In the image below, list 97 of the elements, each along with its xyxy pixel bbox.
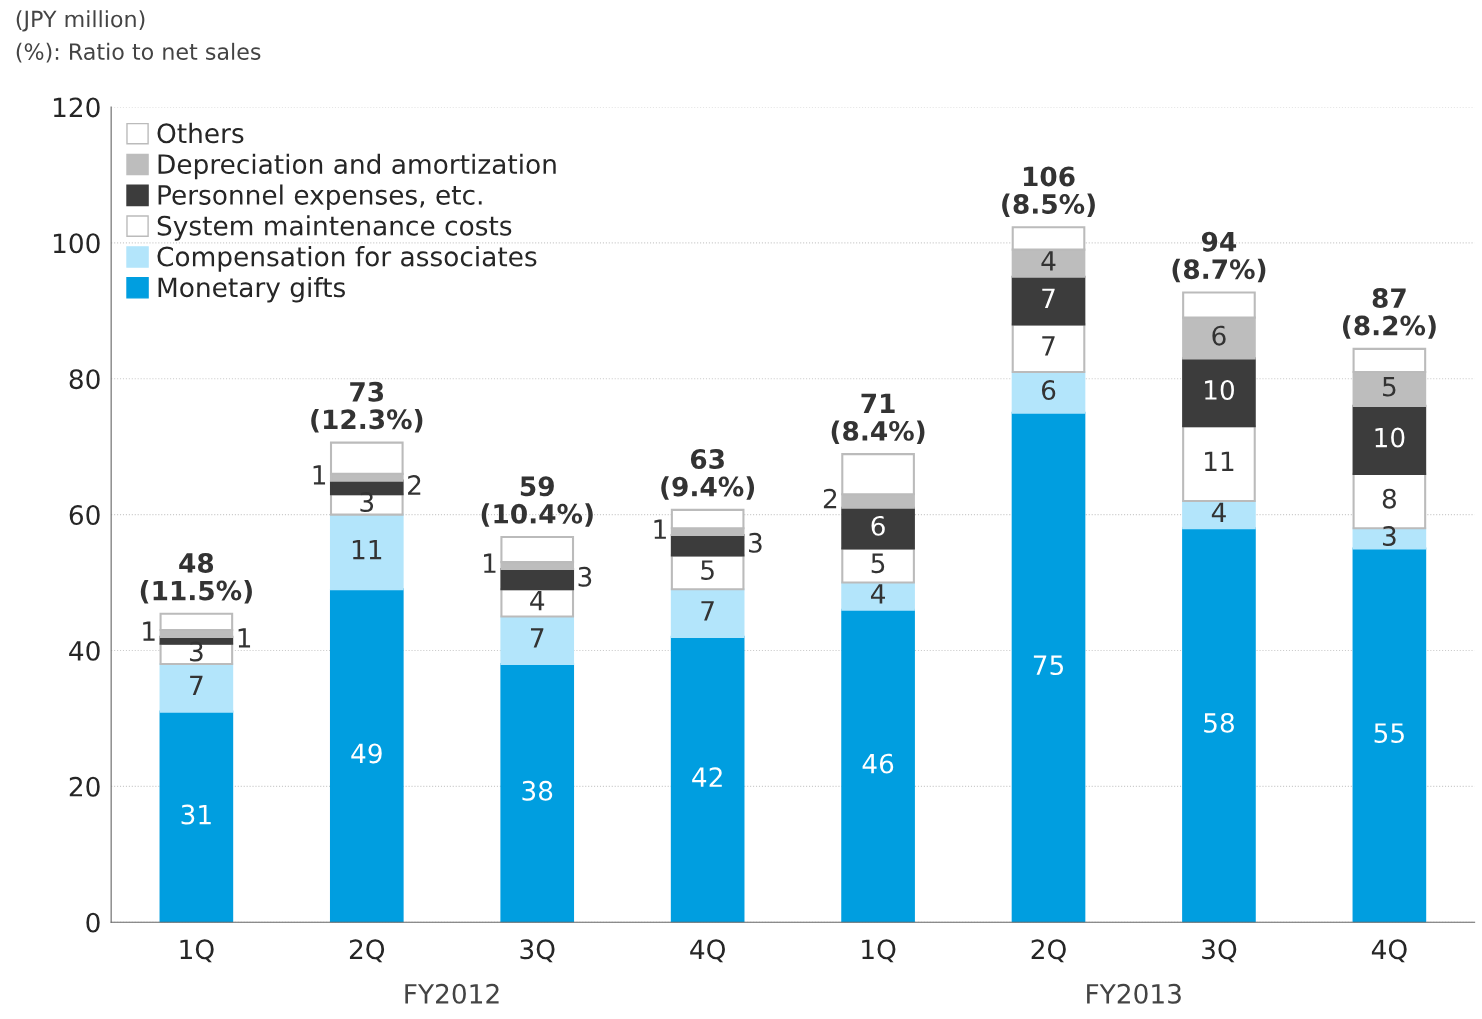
chart-title: (JPY million) [16, 10, 145, 32]
x-tick-label: 4Q [690, 939, 725, 963]
y-tick-label: 20 [69, 776, 100, 797]
bar [1011, 370, 1086, 414]
legend-label: Others [157, 122, 244, 144]
bar [500, 663, 575, 923]
total-label: 48 (11.5%) [140, 553, 252, 604]
bar [159, 710, 234, 923]
total-label: 94 (8.7%) [1172, 231, 1266, 283]
data-label: 31 [181, 804, 211, 825]
data-label: 1 [654, 519, 666, 539]
data-label: 5 [871, 553, 885, 574]
x-tick-label: 1Q [862, 939, 896, 963]
data-label: 10 [1205, 380, 1234, 400]
bar [329, 588, 404, 923]
data-label: 3 [748, 532, 762, 553]
data-label: 2 [823, 488, 837, 509]
data-label: 55 [1374, 723, 1404, 744]
bar [841, 547, 915, 584]
text: FY2013 [1087, 983, 1181, 1004]
bar [329, 513, 404, 591]
data-label: 6 [871, 515, 885, 536]
data-label: 46 [862, 753, 894, 774]
total-label: 59 (10.4%) [481, 476, 593, 527]
total-label: 87 (8.2%) [1342, 288, 1436, 339]
data-label: 7 [1042, 288, 1055, 308]
x-tick-label: 2Q [349, 939, 385, 963]
legend-label: Monetary gifts [158, 276, 345, 303]
bar [500, 588, 575, 618]
data-label: 7 [1042, 336, 1055, 356]
data-label: 1 [484, 553, 496, 573]
data-label: 4 [1211, 502, 1226, 522]
x-tick-label: 3Q [520, 939, 555, 963]
data-label: 5 [701, 560, 714, 580]
bar [1182, 527, 1256, 923]
data-label: 3 [578, 566, 592, 587]
y-tick-label: 0 [86, 912, 100, 933]
data-label: 49 [351, 743, 382, 764]
bar [1182, 425, 1256, 503]
data-label: 6 [1212, 325, 1226, 346]
chart-subtitle: (%): Ratio to net sales [16, 42, 261, 63]
legend-label: Depreciation and amortization [158, 153, 556, 180]
bar [670, 554, 745, 591]
bar [670, 635, 745, 923]
data-label: 58 [1204, 712, 1234, 733]
y-tick-label: 80 [69, 369, 100, 390]
y-tick-label: 60 [69, 505, 100, 525]
x-tick-label: 3Q [1202, 939, 1237, 963]
x-tick-label: 2Q [1031, 939, 1066, 963]
y-tick-label: 120 [53, 97, 100, 118]
data-label: 4 [530, 590, 545, 611]
data-label: 1 [238, 628, 251, 648]
bar [1011, 323, 1086, 373]
data-label: 11 [352, 540, 382, 560]
bar [500, 567, 575, 591]
bar [1182, 357, 1256, 428]
bar [500, 615, 575, 666]
data-label: 2 [408, 475, 421, 495]
bar [1352, 547, 1427, 923]
data-label: 4 [870, 584, 885, 604]
data-label: 10 [1375, 427, 1405, 448]
bar [1011, 275, 1086, 326]
data-label: 3 [1382, 526, 1396, 547]
data-label: 1 [313, 465, 326, 485]
bar [329, 493, 404, 516]
data-label: 1 [143, 621, 155, 641]
data-label: 3 [189, 641, 203, 662]
total-label: 71 (8.4%) [831, 393, 925, 444]
x-tick-label: 4Q [1371, 939, 1407, 963]
y-tick-label: 100 [53, 233, 100, 254]
data-label: 75 [1033, 655, 1063, 676]
data-label: 38 [522, 780, 553, 801]
legend-label: Personnel expenses, etc. [158, 184, 482, 210]
data-label: 7 [701, 601, 714, 621]
data-label: 4 [1041, 251, 1056, 271]
legend-label: System maintenance costs [157, 215, 512, 241]
bar [841, 506, 915, 550]
data-label: 7 [190, 675, 203, 696]
total-label: 106 (8.5%) [1002, 166, 1095, 218]
total-label: 73 (12.3%) [311, 381, 423, 433]
x-tick-label: 1Q [180, 939, 214, 963]
total-label: 63 (9.4%) [661, 449, 755, 500]
data-label: 8 [1382, 488, 1396, 509]
y-tick-label: 40 [69, 640, 100, 661]
bar [159, 663, 234, 713]
data-label: 42 [692, 767, 722, 787]
legend-label: Compensation for associates [157, 246, 537, 272]
data-label: 5 [1383, 376, 1396, 397]
bar [1352, 404, 1427, 475]
data-label: 3 [360, 492, 374, 513]
data-label: 7 [530, 628, 544, 648]
bar [841, 608, 915, 923]
bar [670, 588, 745, 638]
data-label: 6 [1041, 380, 1056, 400]
data-label: 11 [1205, 451, 1234, 471]
text: FY2012 [405, 983, 499, 1004]
bar [1011, 411, 1086, 923]
